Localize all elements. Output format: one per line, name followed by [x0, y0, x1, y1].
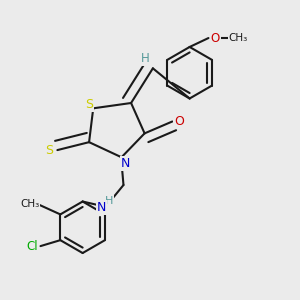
Text: S: S	[46, 144, 53, 157]
Text: N: N	[121, 157, 130, 170]
Text: H: H	[141, 52, 149, 65]
Text: Cl: Cl	[27, 240, 38, 253]
Text: S: S	[85, 98, 93, 111]
Text: CH₃: CH₃	[20, 200, 39, 209]
Text: N: N	[97, 201, 106, 214]
Text: O: O	[174, 115, 184, 128]
Text: O: O	[211, 32, 220, 44]
Text: H: H	[104, 196, 113, 206]
Text: CH₃: CH₃	[229, 33, 248, 43]
